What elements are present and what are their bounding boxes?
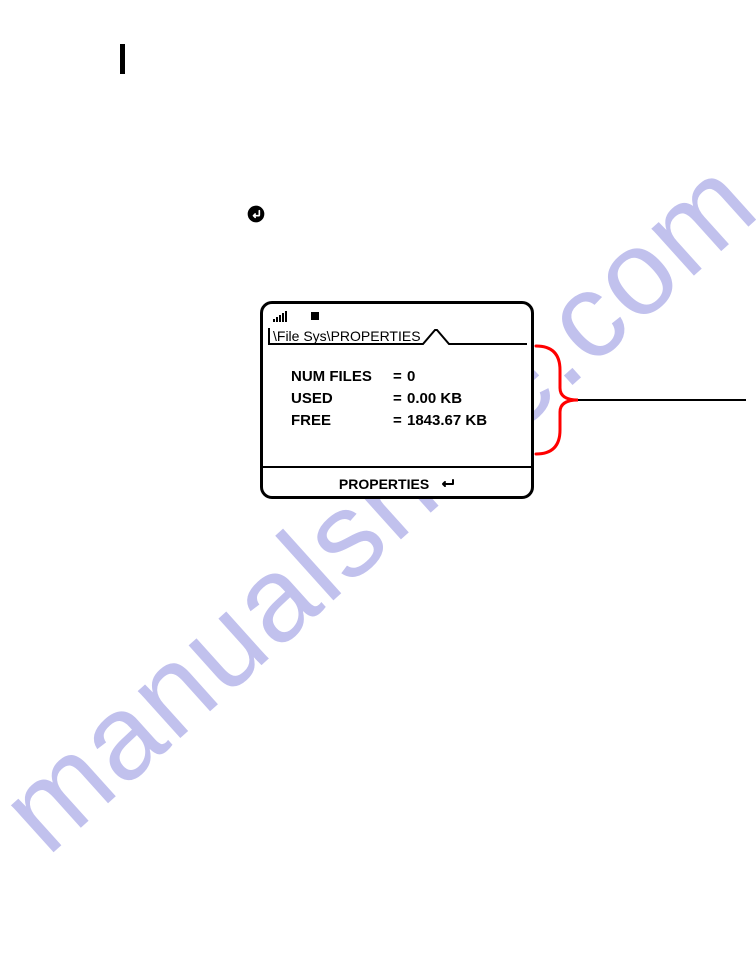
status-bar — [273, 310, 319, 322]
footer-text: PROPERTIES — [339, 476, 429, 492]
signal-icon — [273, 311, 287, 322]
prop-value: 1843.67 KB — [407, 410, 487, 432]
equals-sign: = — [393, 410, 407, 432]
device-screen: \File Sys\PROPERTIES NUM FILES = 0 USED … — [260, 301, 534, 499]
return-arrow-icon — [439, 478, 455, 490]
list-item: NUM FILES = 0 — [291, 366, 487, 388]
prop-value: 0 — [407, 366, 415, 388]
prop-label: FREE — [291, 410, 393, 432]
list-item: FREE = 1843.67 KB — [291, 410, 487, 432]
watermark-text: manualshive.com — [0, 132, 756, 879]
prop-label: USED — [291, 388, 393, 410]
prop-value: 0.00 KB — [407, 388, 462, 410]
annotation-leader-line — [578, 399, 746, 401]
screen-footer: PROPERTIES — [263, 476, 531, 492]
equals-sign: = — [393, 388, 407, 410]
battery-icon — [311, 312, 319, 320]
divider — [263, 466, 531, 468]
enter-return-icon — [246, 204, 266, 224]
prop-label: NUM FILES — [291, 366, 393, 388]
page: manualshive.com \File Sys\PROPERTIES NUM… — [0, 0, 756, 972]
list-item: USED = 0.00 KB — [291, 388, 487, 410]
properties-list: NUM FILES = 0 USED = 0.00 KB FREE = 1843… — [291, 366, 487, 432]
equals-sign: = — [393, 366, 407, 388]
header-mark — [120, 44, 125, 74]
breadcrumb: \File Sys\PROPERTIES — [273, 328, 421, 344]
annotation-brace — [530, 342, 590, 462]
